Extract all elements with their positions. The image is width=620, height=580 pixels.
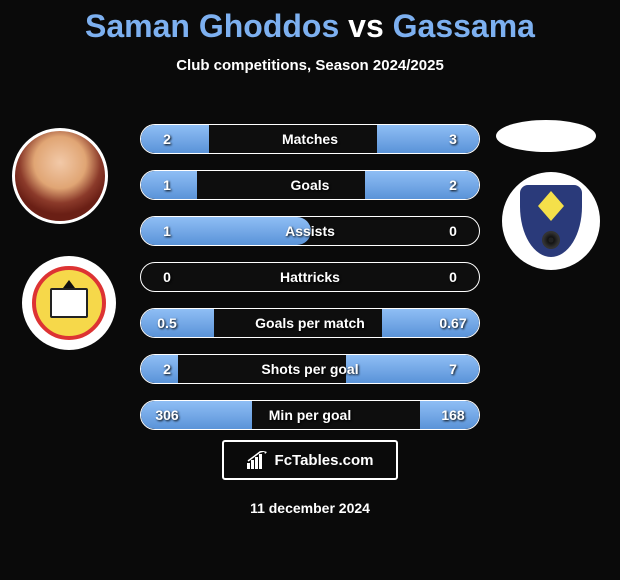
stat-label: Goals xyxy=(193,177,427,193)
date-label: 11 december 2024 xyxy=(0,500,620,516)
player2-avatar xyxy=(496,120,596,152)
player1-avatar xyxy=(12,128,108,224)
stat-row: 0Hattricks0 xyxy=(140,262,480,292)
club-badge-icon xyxy=(50,288,88,318)
stat-row: 2Shots per goal7 xyxy=(140,354,480,384)
stat-row: 0.5Goals per match0.67 xyxy=(140,308,480,338)
stat-label: Matches xyxy=(193,131,427,147)
stat-row: 2Matches3 xyxy=(140,124,480,154)
branding-text: FcTables.com xyxy=(275,452,374,469)
vs-separator: vs xyxy=(348,8,384,44)
stat-label: Hattricks xyxy=(193,269,427,285)
page-title: Saman Ghoddos vs Gassama xyxy=(0,0,620,45)
stats-comparison: 2Matches31Goals21Assists00Hattricks00.5G… xyxy=(140,124,480,446)
soccer-ball-icon xyxy=(542,231,560,249)
bar-chart-icon xyxy=(247,451,269,469)
stat-row: 1Goals2 xyxy=(140,170,480,200)
stat-value-right: 2 xyxy=(427,177,479,193)
stat-label: Shots per goal xyxy=(193,361,427,377)
stat-value-right: 7 xyxy=(427,361,479,377)
stat-value-left: 2 xyxy=(141,361,193,377)
player2-name: Gassama xyxy=(393,8,535,44)
stat-value-right: 0 xyxy=(427,223,479,239)
stat-value-right: 0.67 xyxy=(427,315,479,331)
subtitle: Club competitions, Season 2024/2025 xyxy=(0,57,620,74)
stat-value-left: 0 xyxy=(141,269,193,285)
stat-label: Assists xyxy=(193,223,427,239)
stat-label: Min per goal xyxy=(193,407,427,423)
stat-value-right: 0 xyxy=(427,269,479,285)
stat-value-right: 168 xyxy=(427,407,479,423)
stat-value-left: 1 xyxy=(141,223,193,239)
stat-value-left: 1 xyxy=(141,177,193,193)
club-logo-inner xyxy=(32,266,106,340)
branding-box: FcTables.com xyxy=(222,440,398,480)
player2-club-logo xyxy=(502,172,600,270)
player1-club-logo xyxy=(22,256,116,350)
stat-value-left: 0.5 xyxy=(141,315,193,331)
stat-value-right: 3 xyxy=(427,131,479,147)
stat-label: Goals per match xyxy=(193,315,427,331)
player1-name: Saman Ghoddos xyxy=(85,8,339,44)
stat-row: 306Min per goal168 xyxy=(140,400,480,430)
stat-value-left: 306 xyxy=(141,407,193,423)
stat-row: 1Assists0 xyxy=(140,216,480,246)
stat-value-left: 2 xyxy=(141,131,193,147)
club-shield-icon xyxy=(520,185,582,257)
